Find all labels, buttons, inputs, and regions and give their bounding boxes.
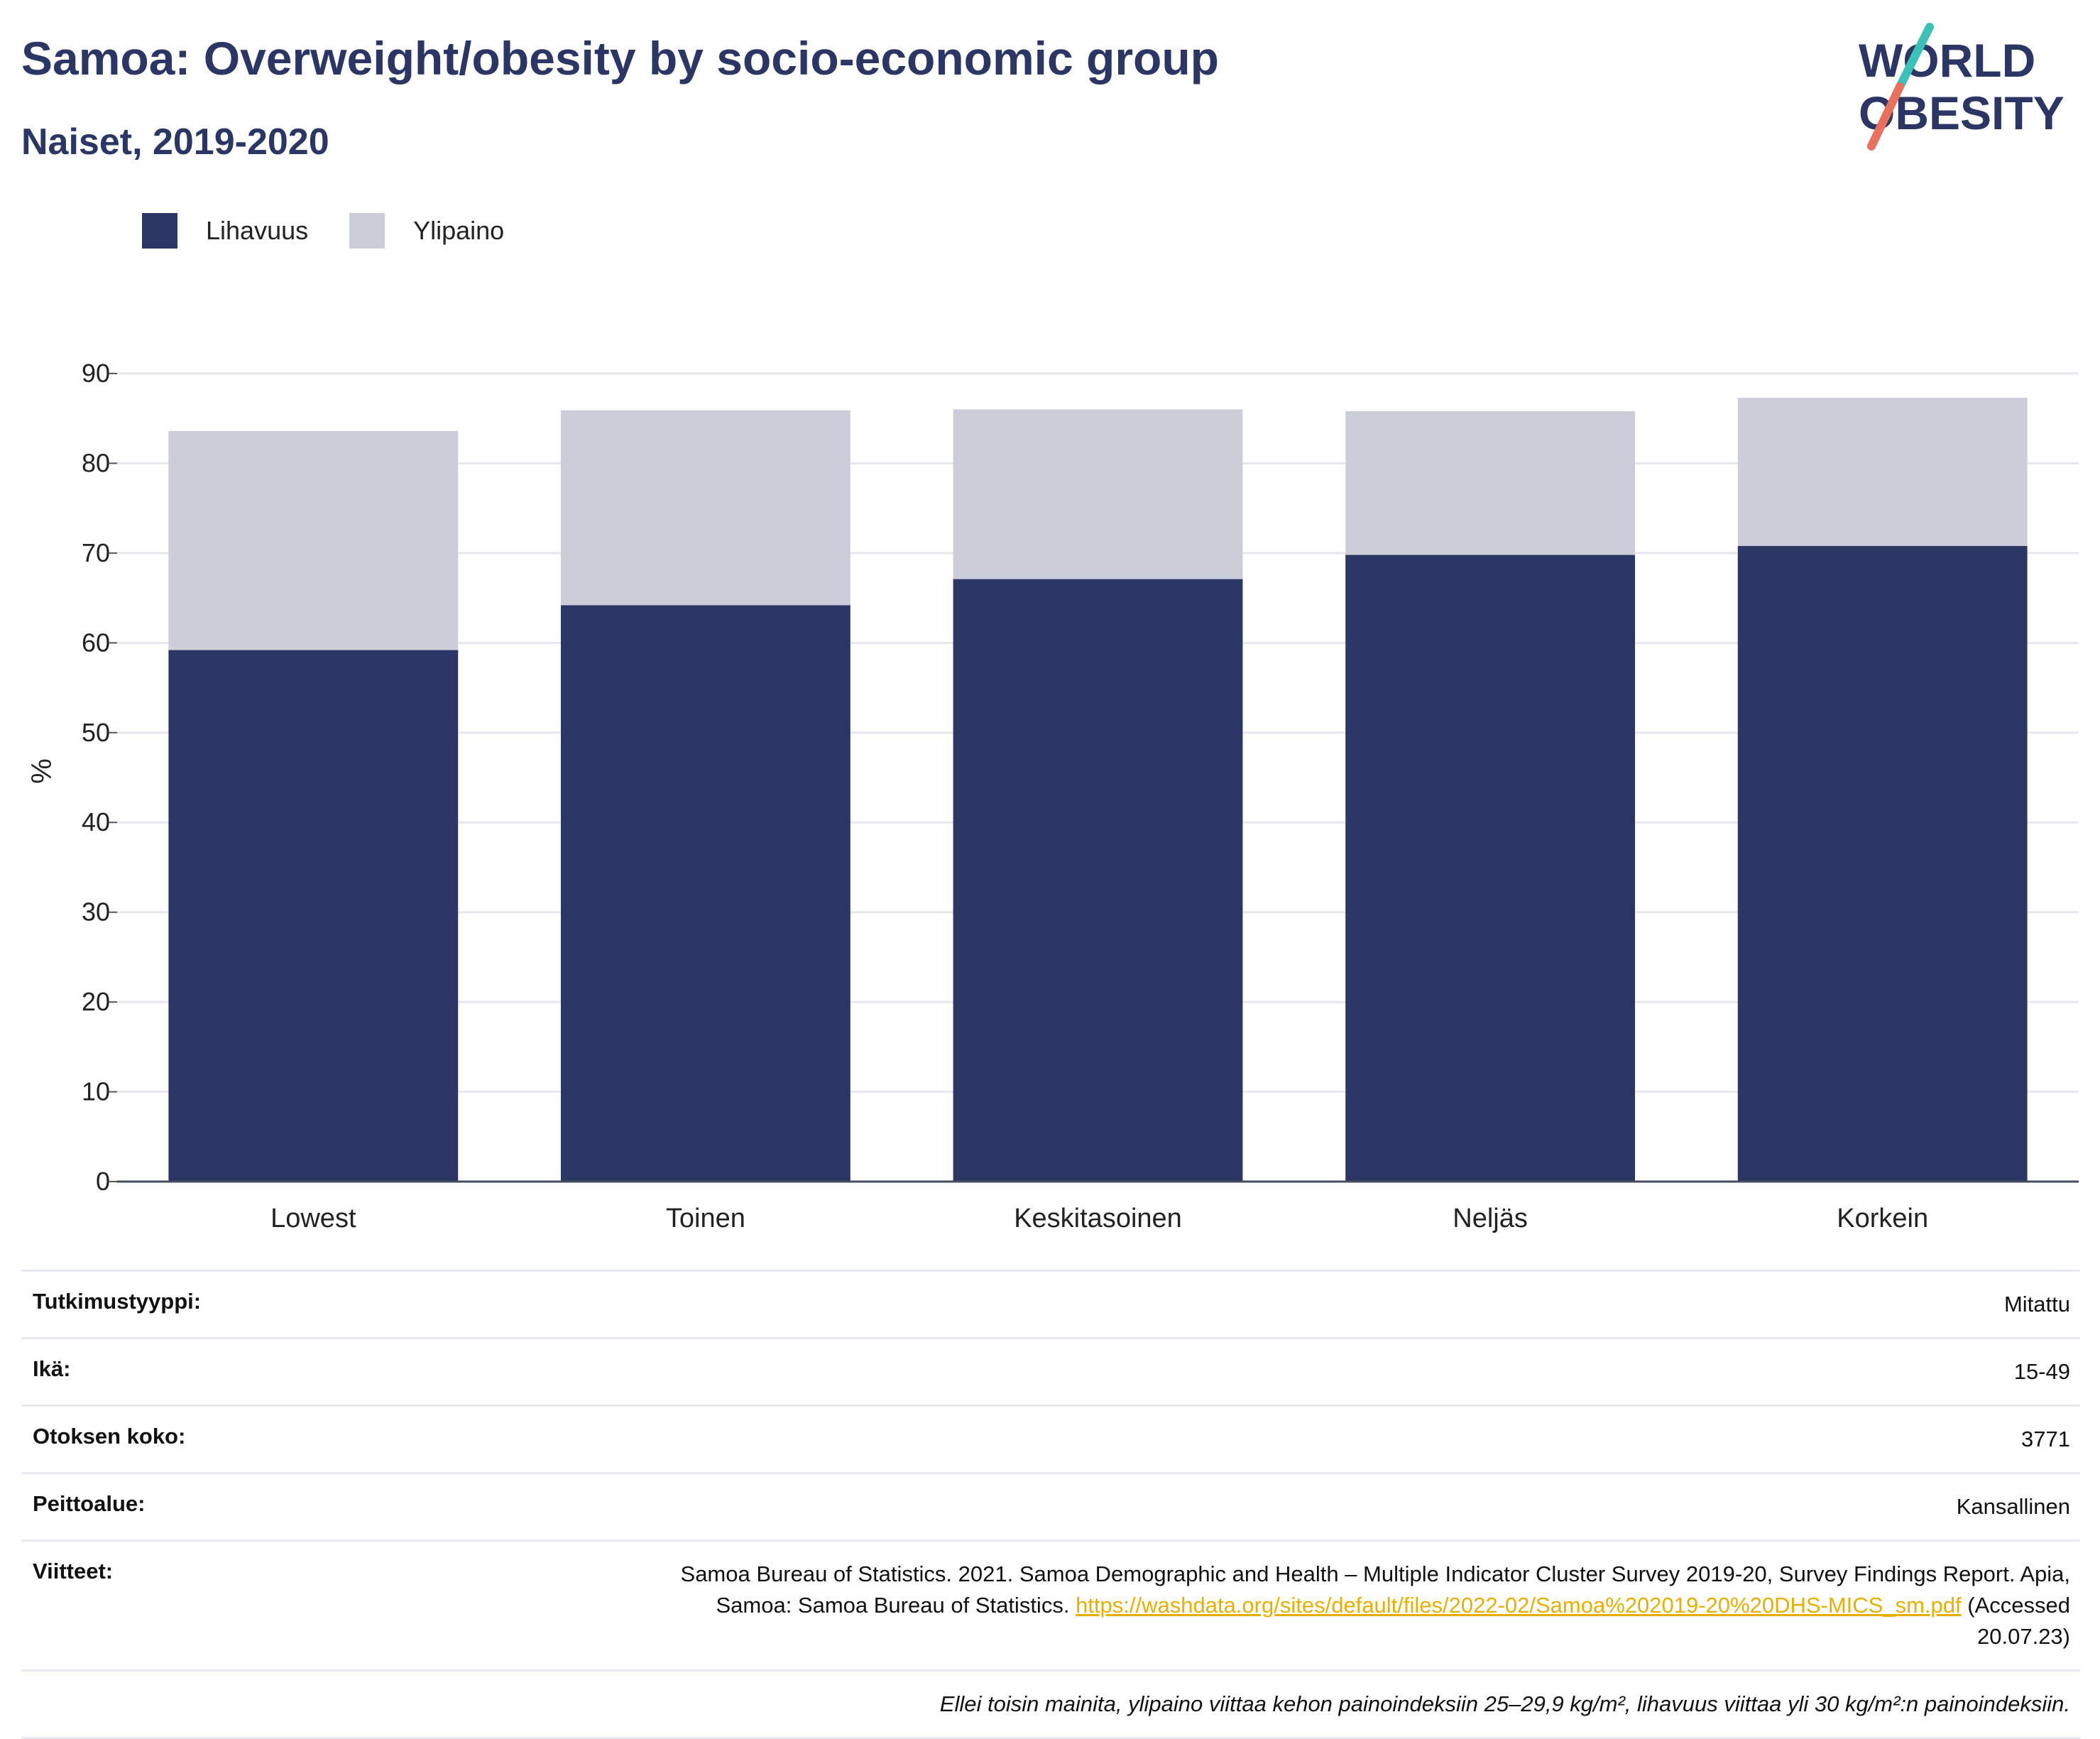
logo-text-world: WORLD — [1859, 34, 2035, 87]
x-tick-label: Lowest — [270, 1204, 356, 1233]
bar-overweight-lowest[interactable] — [168, 430, 459, 650]
legend-label-overweight: Ylipaino — [413, 216, 505, 245]
meta-key: Viitteet: — [33, 1559, 114, 1583]
meta-value: Mitattu — [2003, 1292, 2070, 1316]
meta-row-references: Viitteet: Samoa Bureau of Statistics. 20… — [21, 1539, 2080, 1669]
bar-overweight-toinen[interactable] — [560, 410, 851, 606]
bar-obesity-toinen[interactable] — [560, 605, 851, 1182]
bar-overweight-keskitasoinen[interactable] — [953, 409, 1243, 579]
y-tick-label: 60 — [82, 628, 110, 657]
references-value: Samoa Bureau of Statistics. 2021. Samoa … — [650, 1559, 2070, 1652]
x-tick-label: Neljäs — [1453, 1204, 1528, 1233]
legend-swatch-overweight — [349, 213, 385, 249]
references-text: Samoa Bureau of Statistics. 2021. Samoa … — [680, 1561, 2070, 1618]
y-tick-label: 80 — [82, 448, 110, 477]
meta-row-age: Ikä: 15-49 — [21, 1337, 2080, 1405]
stacked-bar-chart: 0 10 20 30 40 50 60 70 80 90 Lowest Toinen Keskitaso… — [26, 359, 2079, 1233]
x-tick-label: Toinen — [666, 1204, 745, 1233]
bar-obesity-neljäs[interactable] — [1345, 555, 1636, 1182]
bar-obesity-keskitasoinen[interactable] — [953, 579, 1243, 1182]
world-obesity-logo: WORLD OBESITY — [1859, 23, 2065, 151]
legend-swatch-obesity — [142, 213, 177, 249]
y-tick-label: 30 — [82, 898, 110, 927]
bmi-definition-note: Ellei toisin mainita, ylipaino viittaa k… — [939, 1691, 2070, 1716]
legend-item-overweight[interactable]: Ylipaino — [349, 213, 504, 249]
y-tick-label: 0 — [96, 1167, 110, 1196]
references-accessed: (Accessed 20.07.23) — [1967, 1593, 2070, 1649]
meta-key: Ikä: — [33, 1356, 71, 1381]
x-tick-label: Keskitasoinen — [1014, 1204, 1182, 1233]
bar-overweight-neljäs[interactable] — [1345, 411, 1636, 555]
y-tick-label: 70 — [82, 538, 110, 567]
y-tick-label: 20 — [82, 987, 110, 1016]
meta-key: Otoksen koko: — [33, 1424, 186, 1449]
y-axis-label: % — [26, 758, 58, 784]
logo-slash-coral — [1867, 82, 1904, 151]
meta-row-sample-size: Otoksen koko: 3771 — [21, 1405, 2080, 1472]
metadata-table: Tutkimustyyppi: Mitattu Ikä: 15-49 Otoks… — [21, 1270, 2080, 1739]
bar-overweight-korkein[interactable] — [1737, 398, 2028, 546]
bar-obesity-korkein[interactable] — [1737, 545, 2028, 1182]
meta-value: 15-49 — [2013, 1359, 2070, 1384]
meta-row-study-type: Tutkimustyyppi: Mitattu — [21, 1270, 2080, 1337]
meta-row-coverage: Peittoalue: Kansallinen — [21, 1472, 2080, 1539]
y-tick-label: 40 — [82, 807, 110, 836]
meta-row-note: Ellei toisin mainita, ylipaino viittaa k… — [21, 1669, 2080, 1739]
legend: Lihavuus Ylipaino — [142, 212, 545, 250]
y-tick-label: 10 — [82, 1077, 110, 1106]
meta-key: Peittoalue: — [33, 1491, 146, 1516]
legend-item-obesity[interactable]: Lihavuus — [142, 213, 308, 249]
logo-slash-teal — [1896, 23, 1934, 91]
bar-obesity-lowest[interactable] — [168, 650, 459, 1182]
references-link[interactable]: https://washdata.org/sites/default/files… — [1076, 1593, 1962, 1618]
meta-value: Kansallinen — [1956, 1494, 2070, 1519]
chart-subtitle: Naiset, 2019-2020 — [21, 121, 329, 163]
y-tick-label: 50 — [82, 718, 110, 747]
legend-label-obesity: Lihavuus — [206, 216, 309, 245]
meta-value: 3771 — [2021, 1427, 2070, 1451]
x-tick-label: Korkein — [1837, 1204, 1928, 1233]
chart-title: Samoa: Overweight/obesity by socio-econo… — [21, 32, 1219, 85]
y-tick-label: 90 — [82, 359, 110, 388]
meta-key: Tutkimustyyppi: — [33, 1289, 202, 1314]
